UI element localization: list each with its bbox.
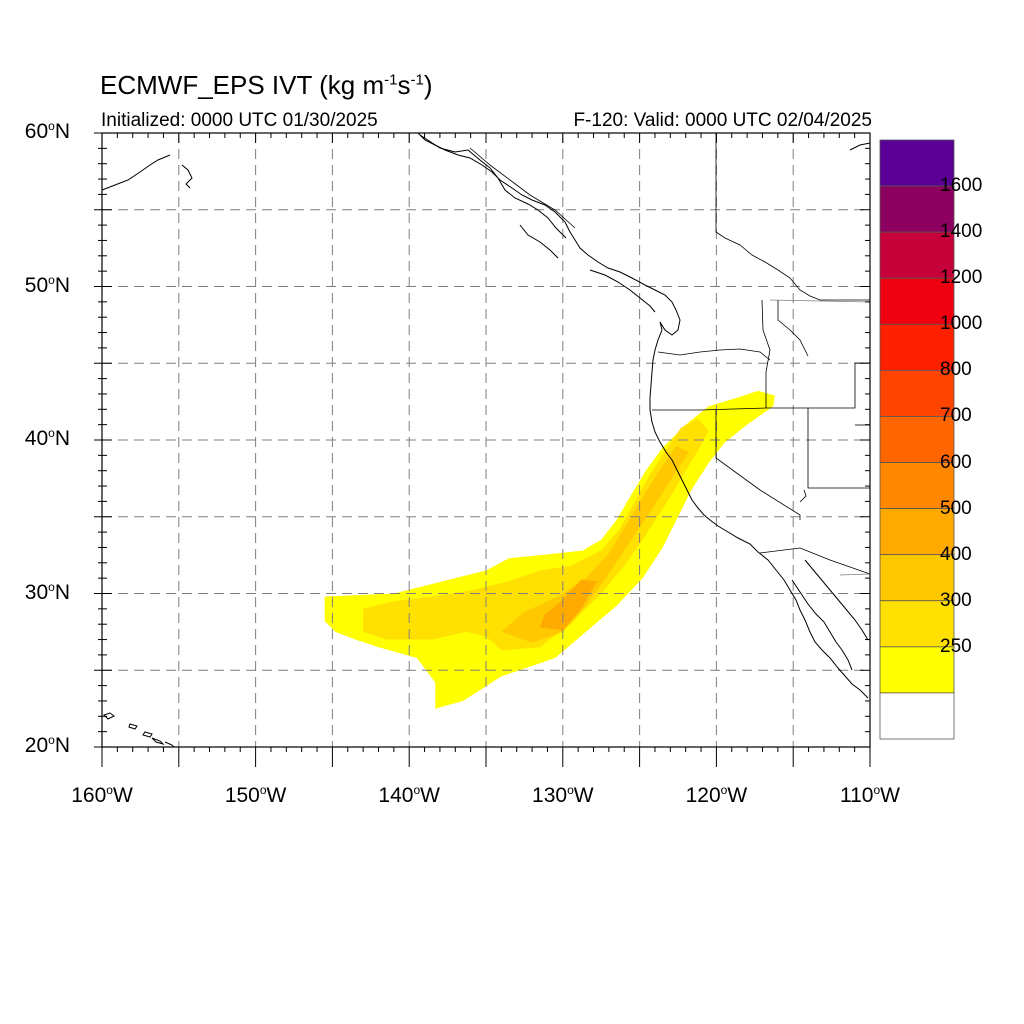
political-borders: [469, 133, 871, 575]
map-title: ECMWF_EPS IVT (kg m-1s-1): [100, 70, 433, 100]
colorbar-label: 600: [940, 451, 972, 473]
ivt-band-500: [539, 579, 597, 631]
lon-label: 130oW: [532, 783, 594, 807]
lat-label: 50oN: [24, 272, 70, 297]
ivt-band-400: [501, 446, 689, 643]
valid-time-label: F-120: Valid: 0000 UTC 02/04/2025: [573, 110, 872, 131]
colorbar-segment: [879, 462, 955, 510]
colorbar-segment: [879, 185, 955, 233]
colorbar-segment: [879, 369, 955, 417]
colorbar-label: 250: [940, 635, 972, 657]
colorbar-segment: [879, 277, 955, 325]
init-time-label: Initialized: 0000 UTC 01/30/2025: [101, 110, 378, 131]
colorbar-segment: [879, 231, 955, 279]
lon-label: 110oW: [840, 783, 900, 807]
colorbar-segment: [879, 554, 955, 602]
lon-label: 150oW: [224, 783, 287, 807]
colorbar-label: 300: [940, 589, 972, 611]
colorbar-label: 1400: [940, 221, 983, 243]
lat-label: 60oN: [24, 119, 70, 143]
lat-label: 40oN: [24, 426, 70, 450]
lon-label: 120oW: [685, 783, 748, 807]
colorbar-segment: [879, 508, 955, 556]
colorbar-segment: [879, 692, 955, 740]
colorbar-segment: [879, 139, 955, 187]
colorbar-label: 1200: [940, 267, 983, 289]
ivt-band-250: [324, 390, 775, 709]
colorbar-label: 1000: [940, 313, 983, 335]
colorbar-label: 800: [940, 359, 972, 381]
lon-label: 160oW: [71, 783, 133, 807]
lat-label: 20oN: [24, 733, 70, 757]
colorbar-label: 500: [940, 497, 972, 519]
lon-label: 140oW: [378, 783, 440, 807]
ivt-shading: [324, 390, 775, 709]
colorbar-label: 400: [940, 543, 972, 565]
state-lines-grey: [769, 299, 871, 576]
colorbar-label: 1600: [940, 175, 983, 197]
colorbar-label: 700: [940, 405, 972, 427]
lat-label: 30oN: [24, 579, 70, 604]
axis-ticks: [94, 132, 871, 767]
colorbar: [879, 139, 955, 740]
lat-lon-grid: [102, 133, 870, 747]
colorbar-segment: [879, 646, 955, 694]
coastlines: [101, 132, 871, 748]
